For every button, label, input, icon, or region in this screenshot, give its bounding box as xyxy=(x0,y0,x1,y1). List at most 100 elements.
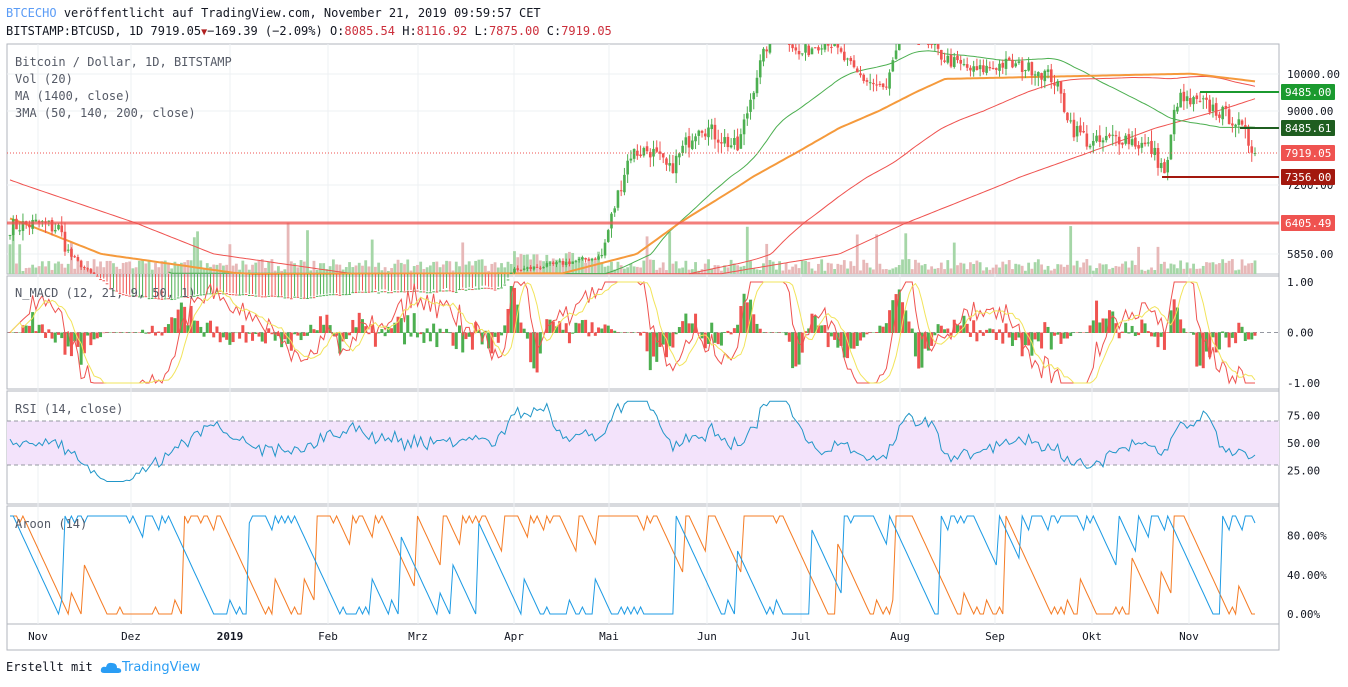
macd-histogram-bar xyxy=(913,332,917,357)
volume-bar xyxy=(577,256,581,274)
macd-histogram-bar xyxy=(451,332,455,346)
macd-histogram-bar xyxy=(609,329,613,333)
volume-bar xyxy=(771,261,775,274)
volume-bar xyxy=(1114,266,1118,274)
macd-histogram-bar xyxy=(639,332,643,336)
macd-histogram-bar xyxy=(955,325,959,333)
macd-histogram-bar xyxy=(823,325,827,333)
volume-bar xyxy=(1250,262,1254,274)
volume-bar xyxy=(458,266,461,274)
volume-bar xyxy=(163,260,167,274)
volume-bar xyxy=(1243,265,1247,274)
macd-histogram-bar xyxy=(1120,331,1124,333)
ohlc-line: BITSTAMP:BTCUSD, 1D 7919.05▼−169.39 (−2.… xyxy=(6,24,612,38)
volume-bar xyxy=(842,260,846,274)
volume-bar xyxy=(914,259,917,274)
volume-bar xyxy=(1172,264,1176,274)
macd-histogram-bar xyxy=(312,329,316,333)
macd-histogram-bar xyxy=(875,332,879,333)
candle-body xyxy=(247,295,251,297)
candle-body xyxy=(1098,135,1102,143)
aroon-down-line xyxy=(10,514,1256,616)
volume-bar xyxy=(18,244,22,274)
price-tag-label: 6405.49 xyxy=(1285,217,1331,230)
macd-histogram-bar xyxy=(985,329,989,333)
volume-bar xyxy=(865,262,869,274)
aroon-axis-label: 80.00% xyxy=(1287,530,1327,543)
candle-body xyxy=(571,261,574,264)
volume-bar xyxy=(354,265,358,274)
macd-histogram-bar xyxy=(1001,332,1005,344)
volume-bar xyxy=(254,262,258,274)
candle-body xyxy=(1150,140,1153,154)
candle-body xyxy=(419,291,422,293)
volume-bar xyxy=(157,267,161,274)
macd-histogram-bar xyxy=(82,332,86,354)
macd-histogram-bar xyxy=(244,332,248,343)
price-axis-label: 10000.00 xyxy=(1287,68,1340,81)
macd-histogram-bar xyxy=(661,332,665,345)
candle-body xyxy=(238,294,241,296)
volume-bar xyxy=(325,269,329,274)
macd-legend: N_MACD (12, 21, 9, 50, 1) xyxy=(15,286,196,300)
macd-histogram-bar xyxy=(884,323,888,333)
volume-bar xyxy=(438,267,442,274)
tradingview-brand[interactable]: TradingView xyxy=(121,660,201,675)
candle-body xyxy=(86,268,89,270)
candle-body xyxy=(1182,91,1186,102)
open-value: 8085.54 xyxy=(344,24,395,38)
volume-bar xyxy=(435,261,439,274)
candle-body xyxy=(959,59,963,64)
macd-histogram-bar xyxy=(548,319,552,333)
macd-histogram-bar xyxy=(163,327,167,333)
candle-body xyxy=(532,266,536,270)
volume-bar xyxy=(1159,263,1163,274)
candle-body xyxy=(202,294,206,296)
volume-bar xyxy=(361,265,364,274)
time-axis-label: Sep xyxy=(985,630,1005,643)
candle-body xyxy=(962,64,966,66)
candle-body xyxy=(128,295,131,297)
macd-histogram-bar xyxy=(118,332,122,333)
candle-body xyxy=(707,127,710,138)
volume-bar xyxy=(412,266,416,274)
macd-histogram-bar xyxy=(949,332,953,336)
time-axis-label: Dez xyxy=(121,630,141,643)
macd-histogram-bar xyxy=(234,332,238,334)
macd-histogram-bar xyxy=(150,325,154,333)
candle-body xyxy=(380,291,384,293)
candle-body xyxy=(112,290,115,292)
macd-histogram-bar xyxy=(1040,332,1044,349)
candle-body xyxy=(1231,123,1234,126)
candle-body xyxy=(134,295,138,297)
candle-body xyxy=(1159,163,1163,169)
volume-bar xyxy=(150,269,154,274)
candle-body xyxy=(53,229,57,232)
candle-body xyxy=(293,296,296,298)
volume-bar xyxy=(1201,265,1205,274)
macd-histogram-bar xyxy=(590,322,594,333)
candle-body xyxy=(96,275,99,277)
volume-bar xyxy=(21,270,25,274)
volume-bar xyxy=(985,267,988,274)
candle-body xyxy=(849,57,853,62)
volume-bar xyxy=(946,260,950,274)
candle-body xyxy=(377,292,380,294)
macd-histogram-bar xyxy=(212,332,216,338)
volume-bar xyxy=(228,244,232,274)
candle-body xyxy=(1075,126,1079,137)
candle-body xyxy=(658,151,662,154)
volume-bar xyxy=(1027,262,1031,274)
macd-histogram-bar xyxy=(723,332,727,333)
volume-bar xyxy=(762,263,765,274)
macd-histogram-bar xyxy=(616,332,620,333)
candle-body xyxy=(105,283,109,285)
volume-bar xyxy=(474,260,478,274)
candle-body xyxy=(325,294,329,296)
candle-body xyxy=(855,68,859,73)
price-axis-label: 5850.00 xyxy=(1287,248,1333,261)
candle-body xyxy=(623,174,626,193)
candle-body xyxy=(723,137,726,144)
candle-body xyxy=(115,290,119,292)
